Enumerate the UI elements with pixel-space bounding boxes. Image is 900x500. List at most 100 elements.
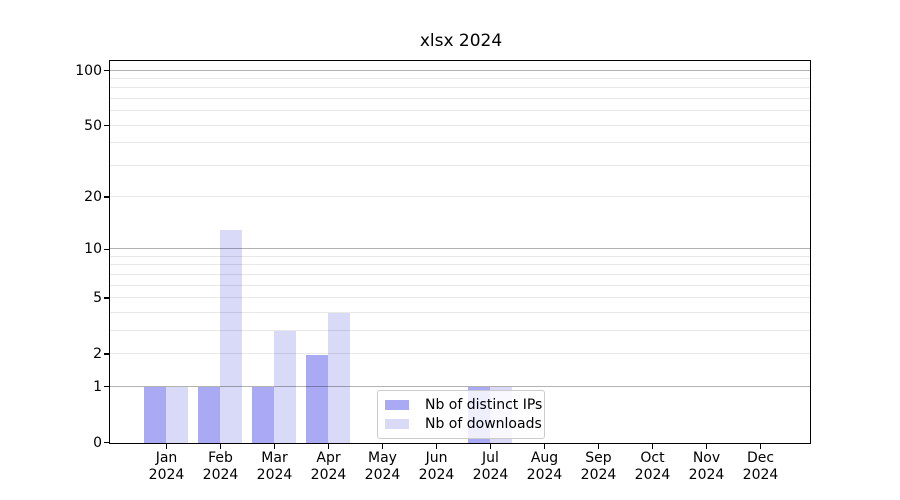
gridline-major-10 xyxy=(110,248,810,250)
legend: Nb of distinct IPs Nb of downloads xyxy=(377,390,545,439)
y-tick-1 xyxy=(104,385,109,388)
gridline-minor-80 xyxy=(110,87,810,89)
x-label-year: 2024 xyxy=(202,467,239,483)
bar-distinct-ips-apr xyxy=(306,354,328,443)
gridline-minor-4 xyxy=(110,311,810,313)
grid-layer xyxy=(110,61,810,443)
gridline-minor-2 xyxy=(110,352,810,354)
x-label-month: Dec xyxy=(746,450,775,466)
legend-swatch-distinct-ips xyxy=(385,400,409,410)
x-tick-label-jan: Jan 2024 xyxy=(127,450,207,484)
x-tick-label-aug: Aug 2024 xyxy=(505,450,585,484)
legend-swatch-downloads xyxy=(385,419,409,429)
x-tick-label-nov: Nov 2024 xyxy=(667,450,747,484)
legend-label-downloads: Nb of downloads xyxy=(425,416,542,432)
x-tick-sep xyxy=(597,444,600,449)
x-tick-label-mar: Mar 2024 xyxy=(235,450,315,484)
gridline-minor-30 xyxy=(110,164,810,166)
x-label-month: Jun xyxy=(425,450,448,466)
x-tick-nov xyxy=(705,444,708,449)
y-tick-20 xyxy=(104,196,109,198)
x-tick-label-feb: Feb 2024 xyxy=(181,450,261,484)
x-tick-jul xyxy=(489,444,492,449)
bar-distinct-ips-feb xyxy=(198,387,220,443)
y-tick-label-10: 10 xyxy=(84,241,102,258)
gridline-major-1 xyxy=(110,385,810,387)
x-label-year: 2024 xyxy=(472,467,509,483)
gridline-minor-8 xyxy=(110,264,810,266)
x-label-month: Mar xyxy=(261,450,288,466)
x-label-month: Jul xyxy=(482,450,499,466)
x-label-year: 2024 xyxy=(256,467,293,483)
x-tick-label-jun: Jun 2024 xyxy=(397,450,477,484)
y-tick-100 xyxy=(104,69,109,72)
y-tick-0 xyxy=(104,441,109,444)
x-tick-label-oct: Oct 2024 xyxy=(613,450,693,484)
x-tick-label-jul: Jul 2024 xyxy=(451,450,531,484)
x-label-month: Sep xyxy=(585,450,612,466)
gridline-minor-7 xyxy=(110,273,810,275)
gridline-minor-3 xyxy=(110,329,810,331)
x-tick-feb xyxy=(219,444,222,449)
x-label-month: Oct xyxy=(640,450,665,466)
x-tick-oct xyxy=(651,444,654,449)
y-tick-50 xyxy=(104,124,109,127)
x-tick-mar xyxy=(273,444,276,449)
bar-downloads-feb xyxy=(220,230,242,443)
y-tick-5 xyxy=(104,297,109,299)
y-tick-2 xyxy=(104,353,109,355)
gridline-minor-60 xyxy=(110,110,810,112)
x-label-year: 2024 xyxy=(634,467,671,483)
x-label-year: 2024 xyxy=(364,467,401,483)
x-label-year: 2024 xyxy=(526,467,563,483)
x-label-year: 2024 xyxy=(148,467,185,483)
x-label-year: 2024 xyxy=(310,467,347,483)
gridline-minor-70 xyxy=(110,97,810,99)
legend-label-distinct-ips: Nb of distinct IPs xyxy=(425,397,543,413)
y-tick-label-0: 0 xyxy=(93,434,102,451)
x-tick-label-dec: Dec 2024 xyxy=(721,450,801,484)
x-label-year: 2024 xyxy=(688,467,725,483)
x-tick-label-sep: Sep 2024 xyxy=(559,450,639,484)
x-label-month: Aug xyxy=(530,450,559,466)
x-label-month: Nov xyxy=(692,450,721,466)
gridline-minor-5 xyxy=(110,297,810,299)
gridline-minor-20 xyxy=(110,196,810,198)
x-tick-dec xyxy=(759,444,762,449)
y-tick-label-50: 50 xyxy=(84,117,102,134)
y-tick-label-5: 5 xyxy=(93,290,102,307)
y-tick-label-100: 100 xyxy=(75,62,102,79)
legend-item-downloads: Nb of downloads xyxy=(385,417,544,431)
x-label-month: May xyxy=(368,450,397,466)
y-tick-label-1: 1 xyxy=(93,378,102,395)
x-tick-may xyxy=(381,444,384,449)
bar-downloads-jan xyxy=(166,387,188,443)
x-label-month: Apr xyxy=(316,450,341,466)
x-label-year: 2024 xyxy=(742,467,779,483)
bar-distinct-ips-mar xyxy=(252,387,274,443)
bar-downloads-apr xyxy=(328,313,350,443)
gridline-minor-90 xyxy=(110,77,810,79)
x-label-month: Jan xyxy=(155,450,178,466)
x-tick-jun xyxy=(435,444,438,449)
x-label-year: 2024 xyxy=(418,467,455,483)
x-tick-jan xyxy=(165,444,168,449)
x-label-month: Feb xyxy=(208,450,233,466)
x-tick-label-may: May 2024 xyxy=(343,450,423,484)
gridline-minor-40 xyxy=(110,142,810,144)
y-tick-label-2: 2 xyxy=(93,345,102,362)
legend-item-distinct-ips: Nb of distinct IPs xyxy=(385,398,544,412)
x-tick-label-apr: Apr 2024 xyxy=(289,450,369,484)
gridline-major-100 xyxy=(110,69,810,71)
gridline-minor-6 xyxy=(110,284,810,286)
gridline-minor-9 xyxy=(110,255,810,257)
plot-area xyxy=(109,60,811,444)
bar-downloads-mar xyxy=(274,331,296,443)
x-tick-aug xyxy=(543,444,546,449)
bar-distinct-ips-jan xyxy=(144,387,166,443)
chart-title: xlsx 2024 xyxy=(419,31,503,51)
gridline-minor-50 xyxy=(110,124,810,126)
x-label-year: 2024 xyxy=(580,467,617,483)
y-tick-label-20: 20 xyxy=(84,189,102,206)
